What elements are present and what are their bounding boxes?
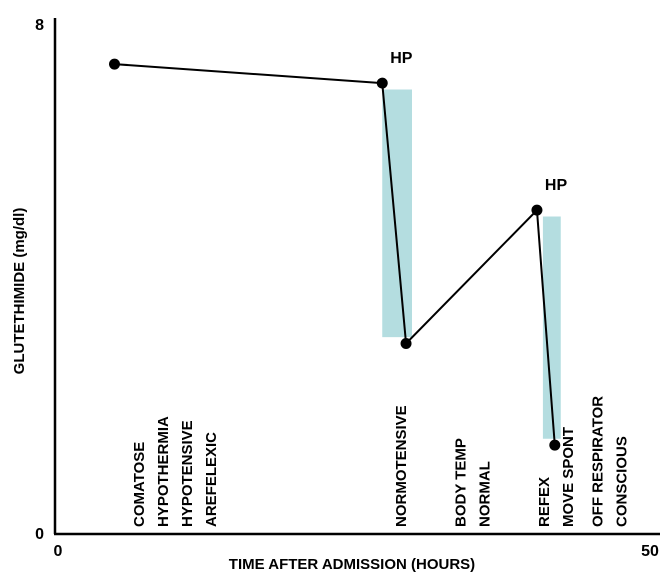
annotation-1-line-2: HYPOTHERMIA — [155, 416, 172, 527]
y-tick-max: 8 — [35, 17, 44, 34]
point-label-hp-1: HP — [390, 50, 413, 67]
annotation-2-line-1: NORMOTENSIVE — [393, 405, 410, 527]
annotation-4-line-2: MOVE SPONT — [560, 427, 577, 527]
series-line-1 — [115, 64, 555, 445]
annotation-4-line-1: REFEX — [536, 477, 553, 527]
annotation-1-line-4: AREFELEXIC — [203, 432, 220, 527]
x-axis-title: TIME AFTER ADMISSION (HOURS) — [229, 556, 475, 573]
shaded-bands — [382, 90, 561, 439]
annotation-5-line-1: OFF RESPIRATOR — [589, 396, 606, 527]
annotation-1-line-1: COMATOSE — [131, 442, 148, 527]
data-point-4 — [531, 205, 542, 216]
annotation-3-line-1: BODY TEMP — [453, 438, 470, 527]
annotation-5-line-2: CONSCIOUS — [613, 436, 630, 527]
x-tick-max: 50 — [641, 543, 659, 560]
data-point-5 — [549, 440, 560, 451]
series-line — [115, 64, 555, 445]
data-point-3 — [401, 338, 412, 349]
annotation-3-line-2: NORMAL — [477, 461, 494, 527]
data-point-1 — [109, 59, 120, 70]
point-label-hp-2: HP — [545, 177, 568, 194]
point-annotations: HP HP — [390, 50, 567, 194]
y-tick-min: 0 — [35, 526, 44, 543]
x-tick-min: 0 — [54, 543, 63, 560]
annotation-1-line-3: HYPOTENSIVE — [179, 420, 196, 527]
y-axis-title: GLUTETHIMIDE (mg/dl) — [11, 208, 28, 375]
data-point-2 — [377, 78, 388, 89]
